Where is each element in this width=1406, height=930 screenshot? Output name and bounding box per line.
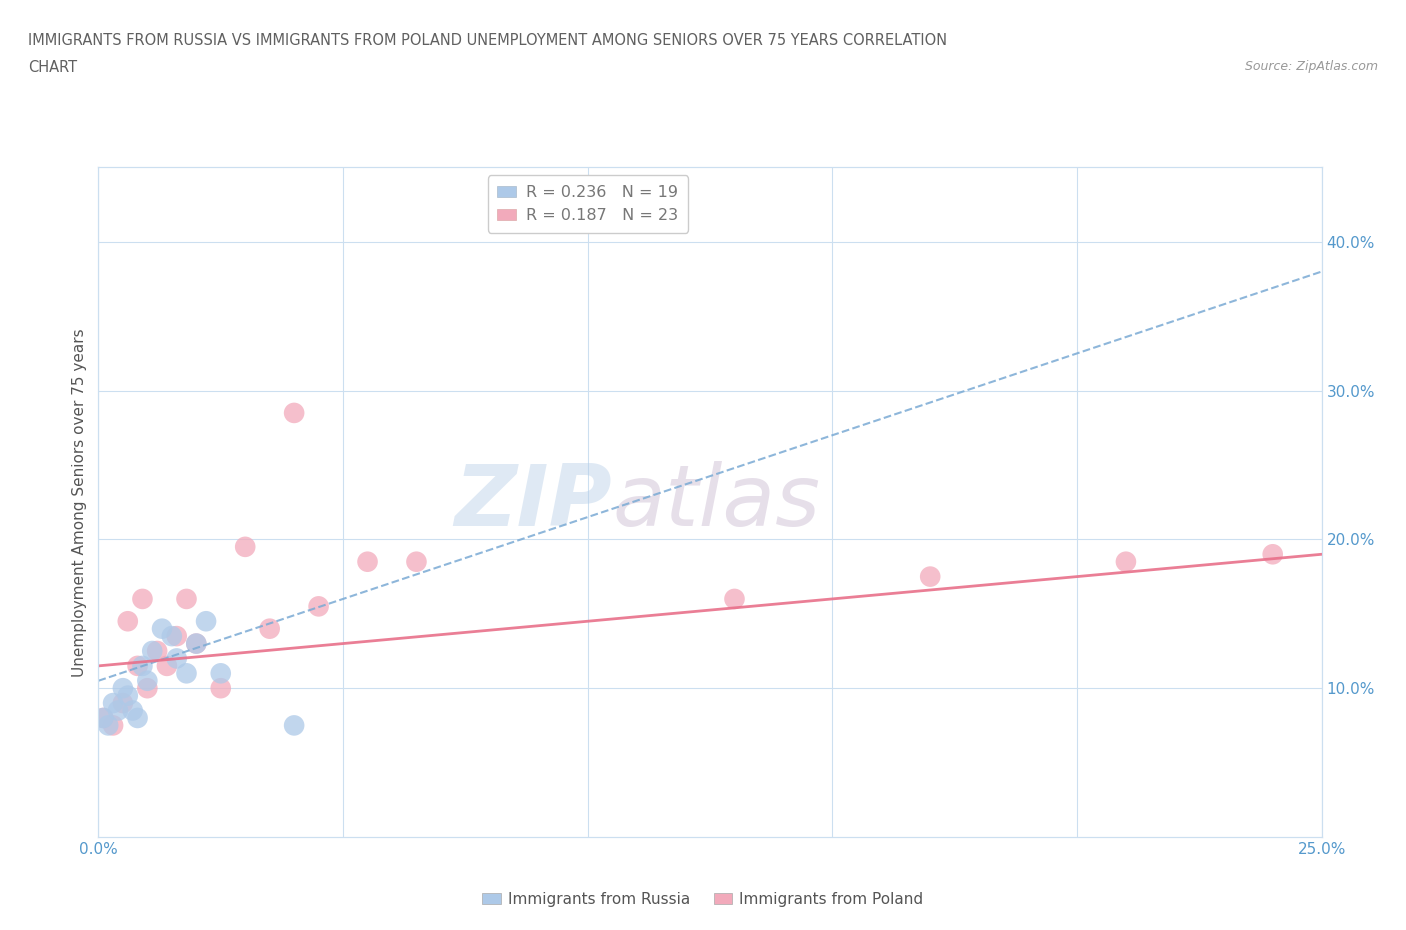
- Point: [186, 636, 208, 651]
- Point: [117, 614, 139, 629]
- Point: [131, 591, 153, 606]
- Point: [186, 636, 208, 651]
- Text: Source: ZipAtlas.com: Source: ZipAtlas.com: [1244, 60, 1378, 73]
- Point: [195, 614, 218, 629]
- Legend: Immigrants from Russia, Immigrants from Poland: Immigrants from Russia, Immigrants from …: [477, 886, 929, 913]
- Point: [405, 554, 427, 569]
- Point: [141, 644, 163, 658]
- Point: [176, 591, 198, 606]
- Point: [111, 681, 134, 696]
- Point: [1115, 554, 1137, 569]
- Text: IMMIGRANTS FROM RUSSIA VS IMMIGRANTS FROM POLAND UNEMPLOYMENT AMONG SENIORS OVER: IMMIGRANTS FROM RUSSIA VS IMMIGRANTS FRO…: [28, 33, 948, 47]
- Y-axis label: Unemployment Among Seniors over 75 years: Unemployment Among Seniors over 75 years: [72, 328, 87, 676]
- Point: [97, 718, 120, 733]
- Text: ZIP: ZIP: [454, 460, 612, 544]
- Point: [209, 681, 232, 696]
- Point: [121, 703, 143, 718]
- Point: [920, 569, 942, 584]
- Point: [117, 688, 139, 703]
- Point: [127, 711, 149, 725]
- Point: [233, 539, 256, 554]
- Point: [111, 696, 134, 711]
- Legend: R = 0.236   N = 19, R = 0.187   N = 23: R = 0.236 N = 19, R = 0.187 N = 23: [488, 176, 688, 232]
- Text: atlas: atlas: [612, 460, 820, 544]
- Point: [131, 658, 153, 673]
- Point: [723, 591, 745, 606]
- Point: [176, 666, 198, 681]
- Point: [101, 696, 124, 711]
- Point: [146, 644, 169, 658]
- Point: [150, 621, 173, 636]
- Point: [136, 673, 159, 688]
- Point: [160, 629, 183, 644]
- Point: [283, 405, 305, 420]
- Point: [259, 621, 281, 636]
- Point: [166, 651, 188, 666]
- Point: [156, 658, 179, 673]
- Point: [209, 666, 232, 681]
- Point: [91, 711, 114, 725]
- Text: CHART: CHART: [28, 60, 77, 75]
- Point: [308, 599, 330, 614]
- Point: [107, 703, 129, 718]
- Point: [136, 681, 159, 696]
- Point: [166, 629, 188, 644]
- Point: [283, 718, 305, 733]
- Point: [127, 658, 149, 673]
- Point: [356, 554, 378, 569]
- Point: [91, 711, 114, 725]
- Point: [101, 718, 124, 733]
- Point: [1261, 547, 1284, 562]
